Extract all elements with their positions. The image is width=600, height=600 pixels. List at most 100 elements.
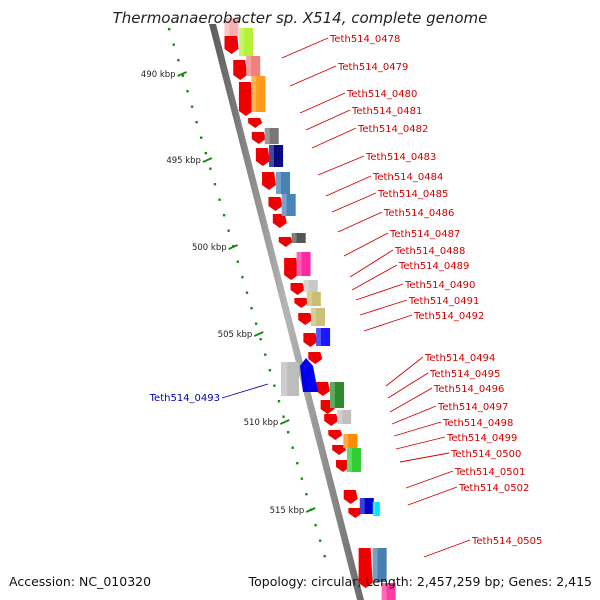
gene-callout — [305, 109, 351, 131]
gene-label[interactable]: Teth514_0487 — [389, 229, 460, 240]
gene-block — [381, 583, 396, 600]
gene-label[interactable]: Teth514_0495 — [429, 369, 500, 380]
gene-arrow — [262, 172, 277, 190]
gene-label[interactable]: Teth514_0481 — [351, 106, 422, 117]
gene-block — [310, 308, 325, 326]
gene-callout — [393, 421, 442, 437]
gene-block — [239, 28, 254, 56]
axis-dot — [190, 105, 194, 108]
scale-tick — [305, 507, 316, 513]
gene-block — [291, 233, 306, 243]
gene-block — [246, 56, 261, 76]
gene-block-shade — [329, 382, 335, 408]
axis-dot — [200, 136, 203, 139]
axis-dot — [209, 167, 212, 170]
gene-arrow — [238, 82, 253, 116]
gene-block-shade — [372, 548, 378, 582]
scale-tick-label: 500 kbp — [192, 243, 227, 253]
gene-arrow — [248, 118, 263, 128]
gene-label[interactable]: Teth514_0491 — [408, 296, 479, 307]
highlighted-gene-arrow — [300, 358, 318, 392]
gene-label[interactable]: Teth514_0490 — [404, 280, 475, 291]
gene-label[interactable]: Teth514_0479 — [337, 62, 408, 73]
gene-label[interactable]: Teth514_0484 — [372, 172, 443, 183]
scale-tick — [202, 157, 213, 163]
gene-arrow — [290, 283, 305, 295]
gene-label[interactable]: Teth514_0488 — [394, 246, 465, 257]
gene-callout — [391, 405, 437, 425]
gene-label[interactable]: Teth514_0478 — [329, 34, 400, 45]
gene-arrow — [348, 508, 363, 518]
gene-block — [269, 145, 284, 167]
gene-block-shade — [276, 172, 281, 194]
scale-tick — [253, 331, 264, 337]
gene-label[interactable]: Teth514_0499 — [446, 433, 517, 444]
gene-block — [281, 362, 299, 396]
gene-arrow — [298, 313, 313, 325]
gene-callout — [343, 232, 389, 257]
gene-label[interactable]: Teth514_0485 — [377, 189, 448, 200]
map-title: Thermoanaerobacter sp. X514, complete ge… — [112, 9, 488, 27]
gene-label[interactable]: Teth514_0486 — [383, 208, 454, 219]
scale-tick-label: 510 kbp — [244, 418, 279, 428]
gene-arrow — [284, 258, 299, 280]
gene-arrow — [251, 132, 266, 144]
gene-callout — [317, 155, 365, 176]
label-callouts — [221, 37, 471, 558]
axis-dot — [300, 477, 304, 480]
gene-arrow — [278, 237, 293, 247]
gene-block — [296, 252, 311, 276]
gene-label[interactable]: Teth514_0489 — [398, 261, 469, 272]
gene-block-shade — [246, 56, 252, 76]
gene-label[interactable]: Teth514_0492 — [413, 311, 484, 322]
axis-dot — [296, 462, 299, 465]
gene-block-shade — [251, 76, 257, 112]
axis-dot — [323, 555, 326, 558]
gene-arrow — [332, 445, 347, 455]
gene-block-shade — [306, 292, 312, 306]
scale-tick — [177, 71, 187, 77]
gene-block-shade — [359, 498, 365, 514]
gene-callout — [325, 175, 372, 197]
gene-callout — [349, 249, 394, 278]
gene-block-shade — [343, 434, 349, 448]
gene-block — [329, 382, 344, 408]
gene-block — [359, 498, 374, 514]
gene-block — [303, 280, 318, 292]
highlighted-gene-label[interactable]: Teth514_0493 — [149, 393, 220, 404]
scale-tick — [279, 419, 290, 425]
gene-arrow — [328, 430, 343, 440]
gene-block — [343, 434, 358, 448]
scale-tick-label: 490 kbp — [141, 70, 176, 80]
gene-label[interactable]: Teth514_0501 — [454, 467, 525, 478]
gene-arrow — [324, 414, 339, 426]
gene-label[interactable]: Teth514_0494 — [424, 353, 495, 364]
gene-callout — [355, 283, 404, 301]
gene-label[interactable]: Teth514_0482 — [357, 124, 428, 135]
axis-dot — [305, 493, 308, 496]
gene-label[interactable]: Teth514_0497 — [437, 402, 508, 413]
axis-dot — [236, 260, 240, 263]
gene-block — [224, 18, 239, 36]
highlight-callout — [221, 383, 269, 399]
axis-dot — [204, 152, 207, 155]
gene-label[interactable]: Teth514_0500 — [450, 449, 521, 460]
gene-label[interactable]: Teth514_0498 — [442, 418, 513, 429]
gene-label[interactable]: Teth514_0502 — [458, 483, 529, 494]
gene-block-shade — [291, 233, 297, 243]
gene-callout — [385, 356, 424, 387]
gene-block-shade — [372, 502, 376, 516]
axis-dot — [250, 307, 253, 310]
gene-label[interactable]: Teth514_0496 — [433, 384, 504, 395]
axis-dot — [213, 183, 217, 186]
axis-dot — [264, 353, 267, 356]
gene-labels: Teth514_0478 Teth514_0479 Teth514_0480 Teth… — [149, 34, 543, 547]
gene-label[interactable]: Teth514_0480 — [346, 89, 417, 100]
gene-callout — [337, 211, 383, 233]
gene-block-shade — [303, 280, 309, 292]
axis-dot — [282, 415, 285, 418]
gene-label[interactable]: Teth514_0483 — [365, 152, 436, 163]
gene-label[interactable]: Teth514_0505 — [471, 536, 542, 547]
axis-dot — [286, 431, 290, 434]
